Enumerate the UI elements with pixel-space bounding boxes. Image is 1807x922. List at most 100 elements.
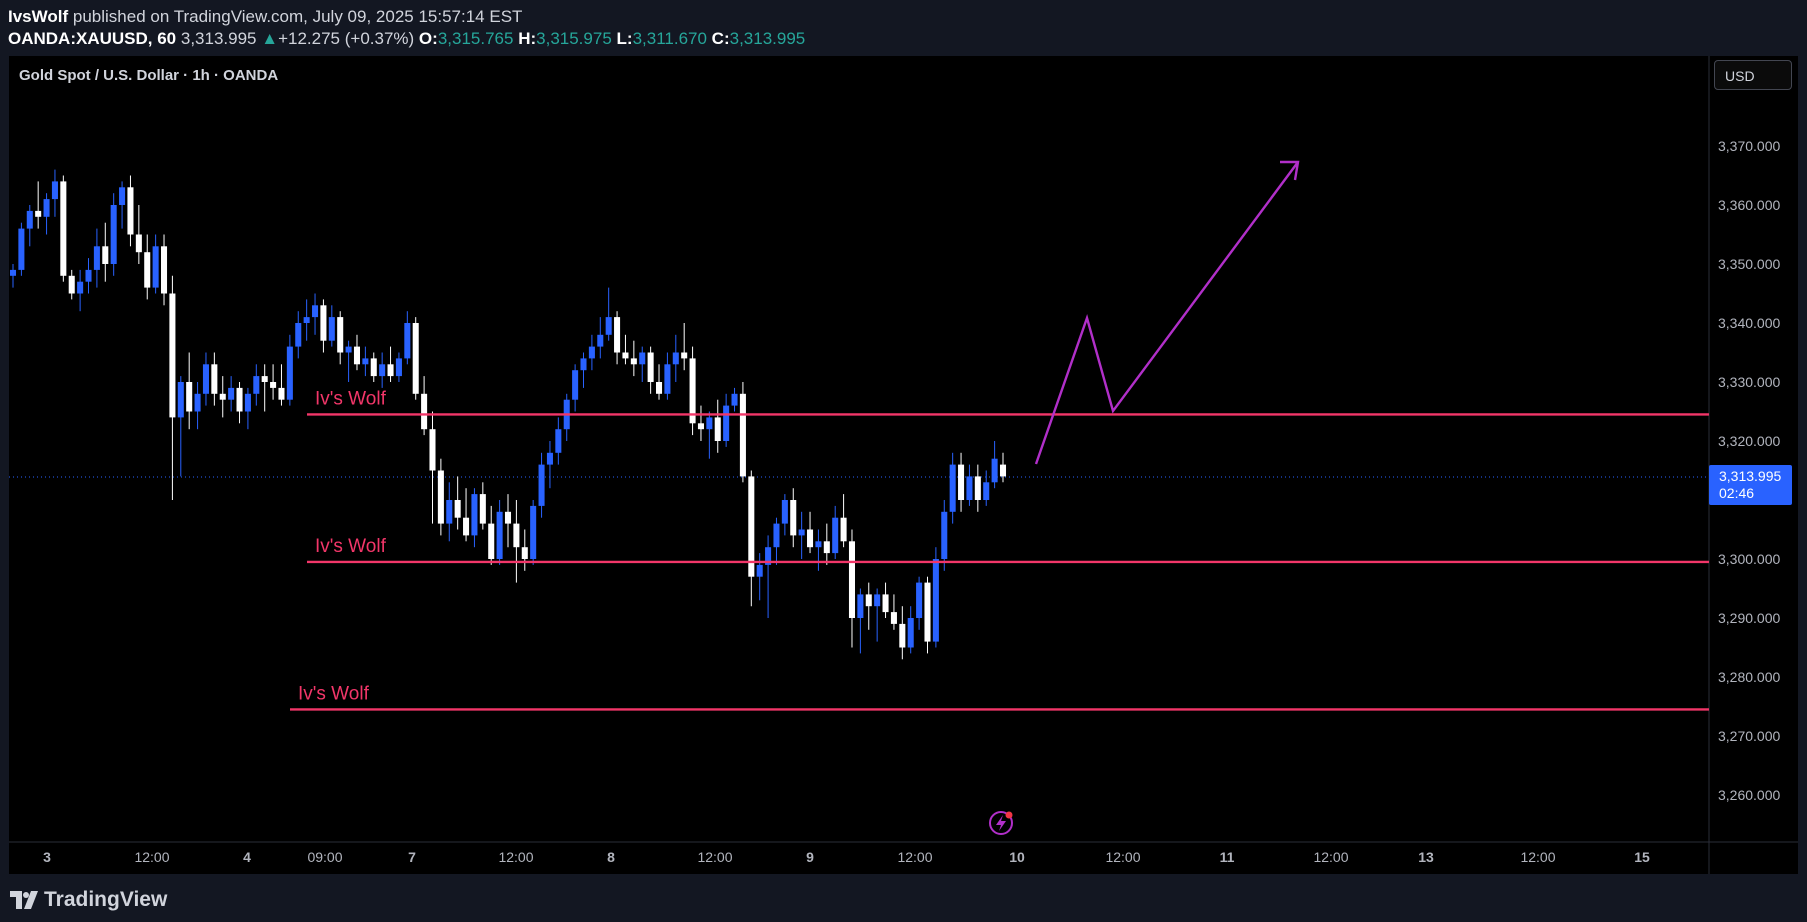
level-label: Iv's Wolf xyxy=(315,536,387,557)
candle-body xyxy=(387,364,394,377)
candle-body xyxy=(647,352,654,382)
y-axis[interactable]: 3,370.000 3,360.000 3,350.000 3,340.000 3,33… xyxy=(1718,138,1780,803)
y-tick-label: 3,360.000 xyxy=(1718,197,1780,213)
candle-body xyxy=(194,393,201,412)
candle-body xyxy=(219,393,226,400)
projection-path[interactable] xyxy=(1034,161,1299,465)
candle-body xyxy=(907,618,914,648)
candle-body xyxy=(857,594,864,618)
open-value: 3,315.765 xyxy=(437,29,514,48)
candle-body xyxy=(68,275,75,294)
candle-body xyxy=(437,470,444,524)
y-tick-label: 3,340.000 xyxy=(1718,315,1780,331)
author-name[interactable]: IvsWolf xyxy=(8,7,69,26)
y-tick-label: 3,280.000 xyxy=(1718,669,1780,685)
candle-body xyxy=(454,500,461,518)
x-tick-label: 8 xyxy=(607,849,615,865)
candle-body xyxy=(463,517,470,536)
candle-body xyxy=(102,246,109,264)
candle-body xyxy=(731,393,738,406)
candle-body xyxy=(479,494,486,524)
candle-body xyxy=(765,547,772,565)
candle-body xyxy=(630,358,637,365)
up-arrow-icon: ▲ xyxy=(261,29,279,48)
candle-body xyxy=(496,511,503,559)
candle-body xyxy=(538,464,545,506)
price-tag-bg xyxy=(1709,465,1792,505)
currency-button[interactable]: USD xyxy=(1714,60,1792,90)
candle-body xyxy=(899,623,906,648)
x-tick-label: 4 xyxy=(243,849,251,865)
tradingview-logo[interactable]: TradingView xyxy=(10,888,167,912)
candle-body xyxy=(244,393,251,412)
x-tick-label: 7 xyxy=(408,849,416,865)
candle-body xyxy=(202,364,209,394)
candle-body xyxy=(119,187,126,205)
candle-body xyxy=(815,541,822,548)
chart-area[interactable] xyxy=(9,56,1798,874)
candle-body xyxy=(605,317,612,335)
candle-body xyxy=(840,517,847,542)
price-tag-value: 3,313.995 xyxy=(1719,468,1781,484)
candle-body xyxy=(337,317,344,353)
candle-body xyxy=(471,494,478,536)
candle-body xyxy=(421,393,428,430)
lightning-icon[interactable] xyxy=(989,811,1013,835)
y-tick-label: 3,370.000 xyxy=(1718,138,1780,154)
candle-body xyxy=(614,317,621,353)
candle-body xyxy=(446,500,453,524)
x-tick-label: 11 xyxy=(1220,849,1235,865)
projection-arrowhead-icon xyxy=(1280,160,1300,181)
publish-info: IvsWolf published on TradingView.com, Ju… xyxy=(8,7,522,27)
x-tick-label: 12:00 xyxy=(1313,849,1348,865)
candle-body xyxy=(278,387,285,400)
candle-body xyxy=(530,505,537,559)
x-tick-label: 9 xyxy=(806,849,814,865)
x-axis[interactable]: 3 12:00 4 09:00 7 12:00 8 12:00 9 12:00 10 12:00 11 1… xyxy=(43,849,1650,865)
x-tick-label: 12:00 xyxy=(134,849,169,865)
candle-body xyxy=(882,594,889,613)
price-tag: 3,313.995 02:46 xyxy=(1709,465,1792,505)
candle-body xyxy=(832,517,839,554)
candle-body xyxy=(504,511,512,524)
x-tick-label: 3 xyxy=(43,849,51,865)
x-tick-label: 12:00 xyxy=(697,849,732,865)
x-tick-label: 13 xyxy=(1418,849,1434,865)
symbol-legend[interactable]: Gold Spot / U.S. Dollar · 1h · OANDA xyxy=(19,67,279,84)
low-label: L: xyxy=(616,29,633,48)
candle-body xyxy=(874,594,881,607)
candle-body xyxy=(681,352,688,359)
last-price: 3,313.995 xyxy=(180,29,257,48)
candle-body xyxy=(639,352,646,365)
y-tick-label: 3,330.000 xyxy=(1718,374,1780,390)
candle-body xyxy=(790,500,797,536)
candle-body xyxy=(353,346,361,365)
candle-body xyxy=(723,405,730,441)
candle-body xyxy=(345,346,352,353)
high-value: 3,315.975 xyxy=(536,29,612,48)
candle-body xyxy=(588,346,595,359)
candle-body xyxy=(916,582,923,618)
candle-body xyxy=(748,476,755,577)
candle-body xyxy=(144,252,151,288)
candle-body xyxy=(924,582,931,642)
candle-body xyxy=(848,541,856,618)
close-value: 3,313.995 xyxy=(729,29,806,48)
symbol-label: OANDA:XAUUSD, 60 xyxy=(8,29,177,48)
support-resistance-levels[interactable]: Iv's Wolf Iv's Wolf Iv's Wolf xyxy=(290,388,1709,711)
candle-body xyxy=(697,423,704,430)
x-tick-label: 12:00 xyxy=(897,849,932,865)
candle-body xyxy=(51,181,58,200)
candle-body xyxy=(303,317,310,323)
y-tick-label: 3,290.000 xyxy=(1718,610,1780,626)
candle-body xyxy=(597,334,604,347)
candle-body xyxy=(211,364,218,394)
candle-body xyxy=(664,364,671,394)
candle-body xyxy=(689,358,696,424)
candle-body xyxy=(890,612,897,624)
level-label: Iv's Wolf xyxy=(298,683,370,704)
candle-body xyxy=(572,370,579,400)
y-tick-label: 3,320.000 xyxy=(1718,433,1780,449)
candle-body xyxy=(127,187,134,235)
